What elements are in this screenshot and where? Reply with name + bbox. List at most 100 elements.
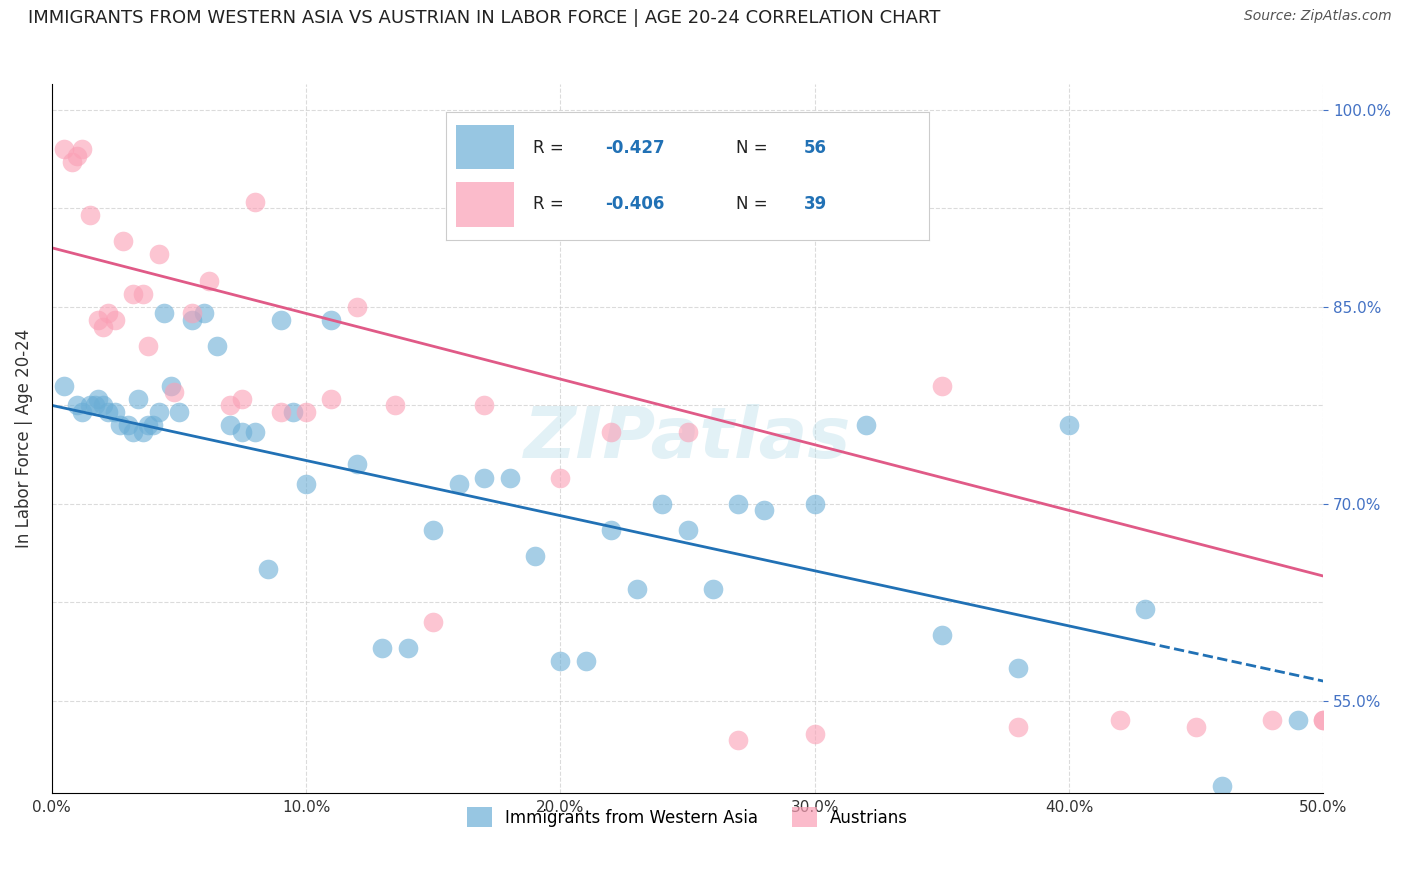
Immigrants from Western Asia — [117, 418, 139, 433]
Immigrants from Western Asia — [1211, 779, 1233, 793]
Immigrants from Western Asia — [66, 398, 89, 412]
Immigrants from Western Asia — [142, 418, 165, 433]
Immigrants from Western Asia — [97, 405, 120, 419]
Austrians — [122, 286, 145, 301]
Immigrants from Western Asia — [53, 378, 76, 392]
Immigrants from Western Asia — [321, 313, 343, 327]
Austrians — [66, 149, 89, 163]
Immigrants from Western Asia — [86, 392, 108, 406]
Austrians — [346, 300, 368, 314]
Austrians — [132, 286, 155, 301]
Immigrants from Western Asia — [148, 405, 170, 419]
Austrians — [97, 306, 120, 320]
Austrians — [1007, 720, 1029, 734]
Immigrants from Western Asia — [152, 306, 174, 320]
Austrians — [1312, 714, 1334, 728]
Immigrants from Western Asia — [803, 497, 825, 511]
Austrians — [295, 405, 318, 419]
Austrians — [218, 398, 240, 412]
Austrians — [104, 313, 127, 327]
Immigrants from Western Asia — [600, 523, 623, 537]
Immigrants from Western Asia — [472, 470, 495, 484]
Immigrants from Western Asia — [498, 470, 520, 484]
Austrians — [727, 733, 749, 747]
Immigrants from Western Asia — [127, 392, 149, 406]
Immigrants from Western Asia — [447, 477, 470, 491]
Austrians — [550, 470, 572, 484]
Legend: Immigrants from Western Asia, Austrians: Immigrants from Western Asia, Austrians — [460, 800, 915, 834]
Immigrants from Western Asia — [752, 503, 775, 517]
Immigrants from Western Asia — [138, 418, 160, 433]
Austrians — [198, 274, 221, 288]
Immigrants from Western Asia — [270, 313, 292, 327]
Immigrants from Western Asia — [575, 654, 598, 668]
Immigrants from Western Asia — [193, 306, 215, 320]
Immigrants from Western Asia — [218, 418, 240, 433]
Text: Source: ZipAtlas.com: Source: ZipAtlas.com — [1244, 9, 1392, 23]
Immigrants from Western Asia — [79, 398, 101, 412]
Immigrants from Western Asia — [422, 523, 444, 537]
Immigrants from Western Asia — [523, 549, 546, 564]
Immigrants from Western Asia — [1057, 418, 1080, 433]
Immigrants from Western Asia — [91, 398, 114, 412]
Austrians — [1185, 720, 1208, 734]
Immigrants from Western Asia — [931, 628, 953, 642]
Immigrants from Western Asia — [167, 405, 190, 419]
Immigrants from Western Asia — [72, 405, 94, 419]
Immigrants from Western Asia — [727, 497, 749, 511]
Immigrants from Western Asia — [346, 458, 368, 472]
Austrians — [270, 405, 292, 419]
Immigrants from Western Asia — [626, 582, 648, 596]
Austrians — [676, 425, 699, 439]
Immigrants from Western Asia — [1135, 602, 1157, 616]
Immigrants from Western Asia — [245, 425, 267, 439]
Immigrants from Western Asia — [160, 378, 183, 392]
Immigrants from Western Asia — [110, 418, 132, 433]
Austrians — [803, 726, 825, 740]
Immigrants from Western Asia — [180, 313, 202, 327]
Immigrants from Western Asia — [550, 654, 572, 668]
Austrians — [1261, 714, 1284, 728]
Immigrants from Western Asia — [205, 339, 228, 353]
Austrians — [384, 398, 406, 412]
Y-axis label: In Labor Force | Age 20-24: In Labor Force | Age 20-24 — [15, 328, 32, 548]
Austrians — [91, 319, 114, 334]
Immigrants from Western Asia — [231, 425, 253, 439]
Austrians — [111, 234, 134, 248]
Immigrants from Western Asia — [122, 425, 145, 439]
Austrians — [321, 392, 343, 406]
Austrians — [472, 398, 495, 412]
Austrians — [86, 313, 108, 327]
Austrians — [53, 142, 76, 156]
Austrians — [1108, 714, 1130, 728]
Austrians — [1312, 714, 1334, 728]
Immigrants from Western Asia — [1007, 661, 1029, 675]
Immigrants from Western Asia — [295, 477, 318, 491]
Immigrants from Western Asia — [283, 405, 305, 419]
Austrians — [138, 339, 160, 353]
Immigrants from Western Asia — [855, 418, 877, 433]
Austrians — [148, 247, 170, 261]
Austrians — [422, 615, 444, 629]
Austrians — [180, 306, 202, 320]
Immigrants from Western Asia — [676, 523, 699, 537]
Immigrants from Western Asia — [651, 497, 673, 511]
Immigrants from Western Asia — [84, 398, 107, 412]
Austrians — [79, 208, 101, 222]
Austrians — [72, 142, 94, 156]
Immigrants from Western Asia — [702, 582, 724, 596]
Immigrants from Western Asia — [396, 641, 419, 656]
Austrians — [931, 378, 953, 392]
Austrians — [245, 194, 267, 209]
Immigrants from Western Asia — [104, 405, 127, 419]
Austrians — [600, 425, 623, 439]
Text: ZIPatlas: ZIPatlas — [524, 404, 851, 473]
Immigrants from Western Asia — [1286, 714, 1309, 728]
Immigrants from Western Asia — [371, 641, 394, 656]
Text: IMMIGRANTS FROM WESTERN ASIA VS AUSTRIAN IN LABOR FORCE | AGE 20-24 CORRELATION : IMMIGRANTS FROM WESTERN ASIA VS AUSTRIAN… — [28, 9, 941, 27]
Austrians — [60, 155, 83, 169]
Immigrants from Western Asia — [132, 425, 155, 439]
Austrians — [231, 392, 253, 406]
Immigrants from Western Asia — [257, 562, 280, 576]
Austrians — [163, 385, 186, 400]
